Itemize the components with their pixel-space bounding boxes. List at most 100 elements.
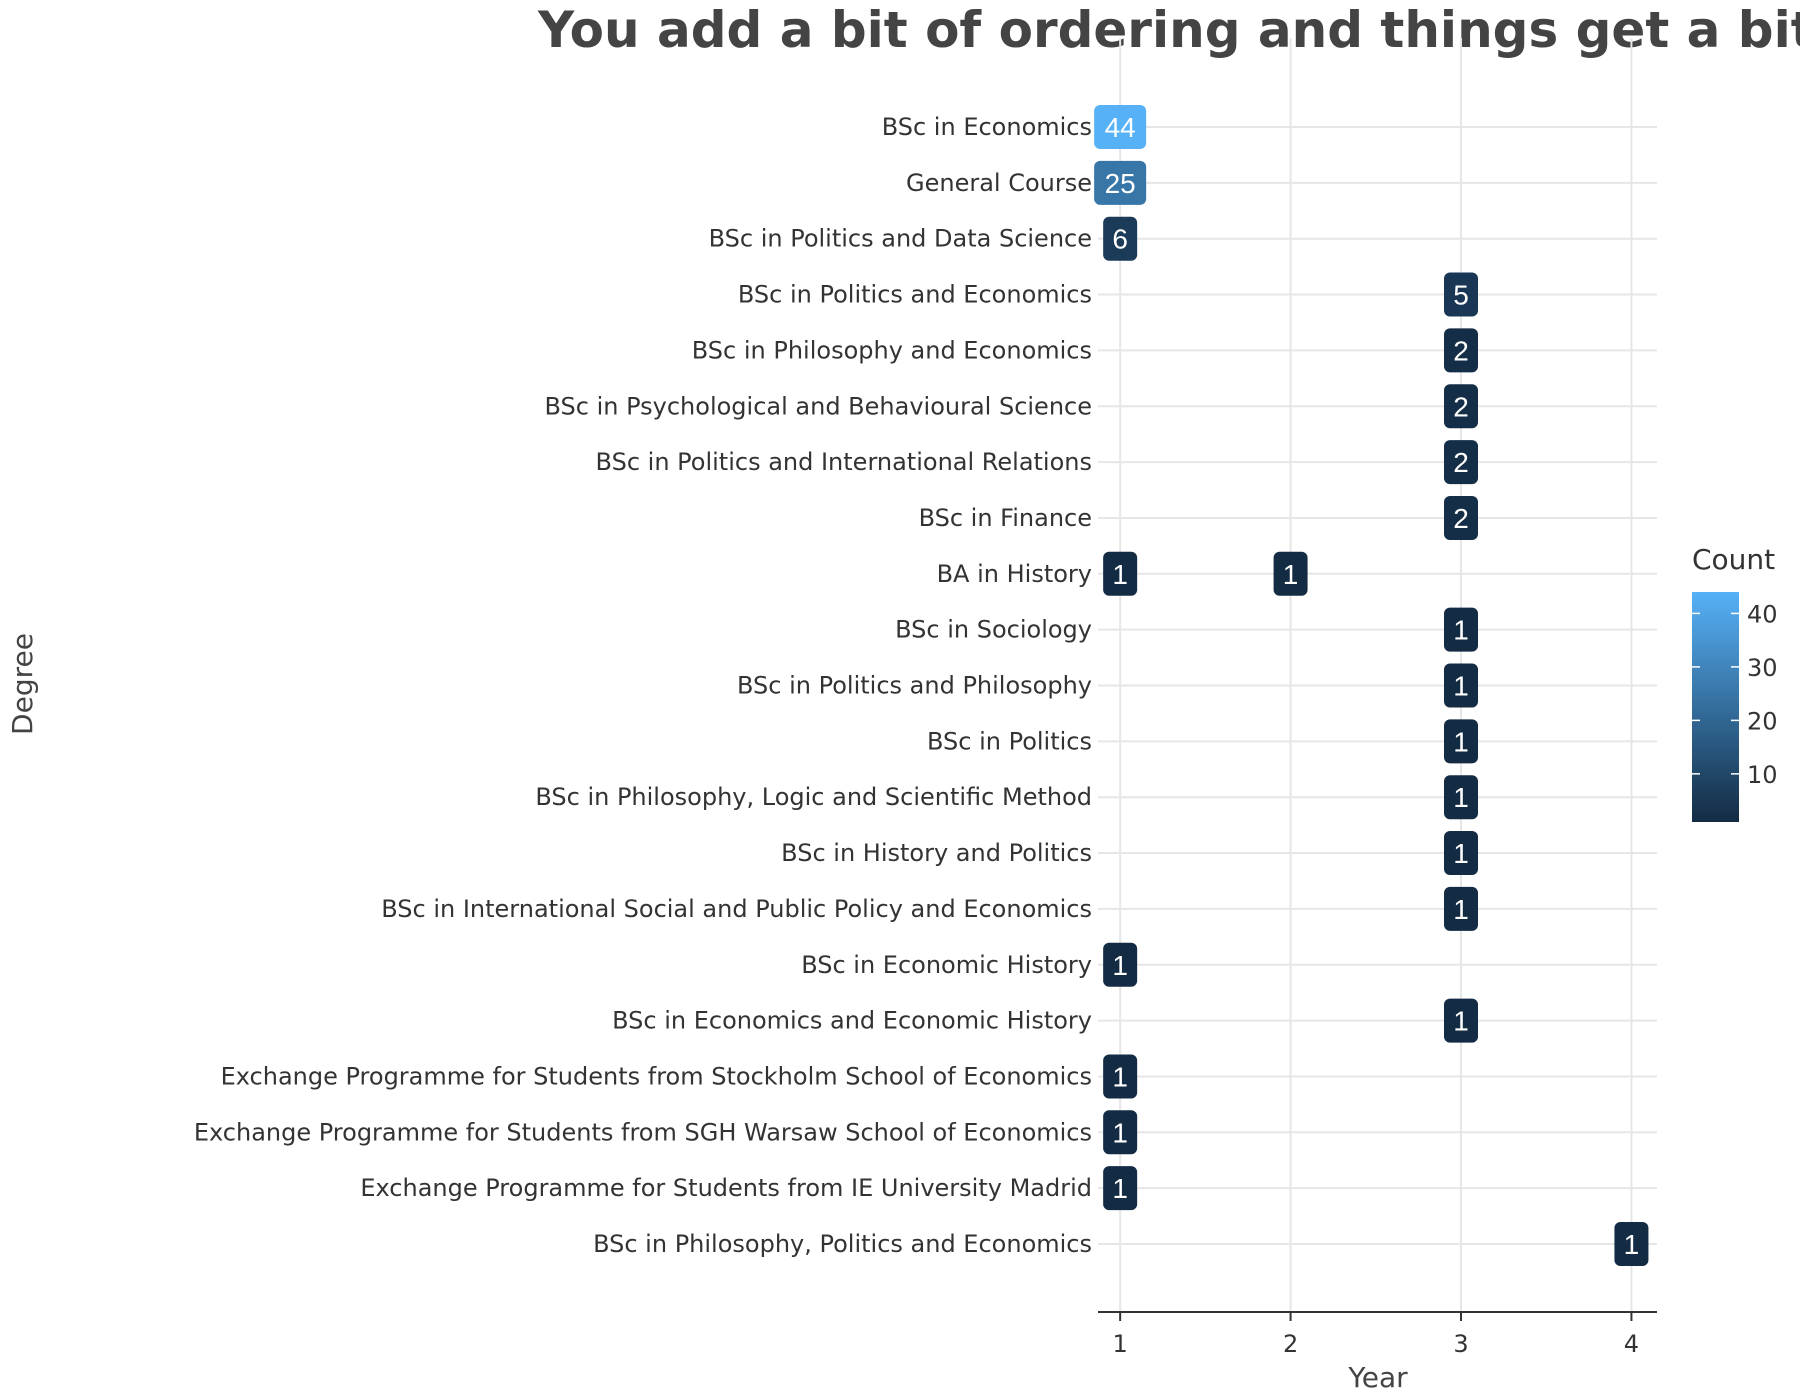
count-label-text: 1 (1453, 671, 1469, 702)
count-label-text: 2 (1453, 335, 1469, 366)
count-label: 2 (1444, 495, 1479, 540)
count-label: 1 (1444, 719, 1479, 764)
count-label-box (1444, 384, 1479, 429)
count-label-text: 6 (1112, 224, 1128, 255)
count-label-box (1103, 1110, 1138, 1155)
x-tick-label: 1 (1113, 1330, 1128, 1358)
count-label-text: 1 (1112, 950, 1128, 981)
legend-tick-label: 40 (1747, 600, 1778, 628)
category-label: BSc in Economic History (801, 951, 1092, 979)
legend-colorbar (1692, 592, 1739, 822)
category-label: BSc in Economics (882, 113, 1092, 141)
count-label: 1 (1444, 998, 1479, 1043)
y-axis-labels: BSc in Economics General Course BSc in Pol… (194, 113, 1092, 1258)
count-label-box (1103, 1166, 1138, 1211)
category-label: BSc in Philosophy and Economics (692, 336, 1092, 364)
gridlines (1098, 38, 1657, 1312)
count-label-box (1094, 160, 1147, 205)
count-label-text: 1 (1453, 1006, 1469, 1037)
category-label: BSc in History and Politics (781, 839, 1092, 867)
count-label: 1 (1444, 886, 1479, 931)
count-label: 1 (1614, 1222, 1649, 1266)
count-label: 1 (1103, 1110, 1138, 1155)
count-label-text: 1 (1453, 782, 1469, 813)
legend-tick-label: 20 (1747, 707, 1778, 735)
count-label-text: 1 (1624, 1229, 1640, 1260)
legend-tick-label: 10 (1747, 761, 1778, 789)
count-label-box (1444, 607, 1479, 652)
count-label-text: 1 (1453, 726, 1469, 757)
count-label-box (1444, 886, 1479, 931)
count-label: 44 (1094, 105, 1147, 149)
category-label: BSc in Politics and Data Science (709, 225, 1092, 253)
count-label-text: 1 (1453, 894, 1469, 925)
legend-title: Count (1692, 543, 1775, 576)
category-label: BSc in Politics and International Relati… (596, 448, 1092, 476)
count-label: 1 (1103, 1054, 1138, 1099)
count-label: 1 (1273, 551, 1308, 596)
category-label: Exchange Programme for Students from Sto… (221, 1062, 1092, 1090)
count-label-text: 1 (1112, 1117, 1128, 1148)
x-tick-label: 2 (1283, 1330, 1298, 1358)
count-label-box (1103, 1054, 1138, 1099)
count-label: 5 (1444, 272, 1479, 317)
count-label: 25 (1094, 160, 1147, 205)
count-label-box (1273, 551, 1308, 596)
category-label: BSc in Politics and Philosophy (737, 672, 1092, 700)
count-label-box (1444, 719, 1479, 764)
count-label-box (1444, 328, 1479, 373)
x-tick-label: 3 (1453, 1330, 1468, 1358)
category-label: BA in History (937, 560, 1092, 588)
count-label: 6 (1103, 216, 1138, 261)
data-marks: 44 25 6 5 2 2 2 2 1 1 1 1 1 1 1 1 1 1 1 1 1 1 (1094, 105, 1649, 1266)
count-label-box (1614, 1222, 1649, 1266)
count-label: 1 (1444, 775, 1479, 820)
y-axis-title: Degree (6, 633, 39, 735)
count-label-box (1444, 998, 1479, 1043)
count-label-text: 1 (1112, 1173, 1128, 1204)
count-label: 1 (1103, 942, 1138, 987)
category-label: Exchange Programme for Students from IE … (360, 1174, 1092, 1202)
count-label: 2 (1444, 328, 1479, 373)
category-label: BSc in Finance (919, 504, 1092, 532)
count-label-text: 1 (1283, 559, 1299, 590)
count-label-box (1103, 942, 1138, 987)
count-label-text: 5 (1453, 280, 1469, 311)
count-label: 1 (1444, 831, 1479, 876)
x-axis-title: Year (1347, 1361, 1408, 1394)
count-label: 1 (1444, 663, 1479, 708)
count-label-box (1094, 105, 1147, 149)
count-label-text: 25 (1105, 168, 1136, 199)
category-label: Exchange Programme for Students from SGH… (194, 1118, 1092, 1146)
count-label: 1 (1444, 607, 1479, 652)
count-label-box (1103, 551, 1138, 596)
count-label-text: 1 (1112, 1061, 1128, 1092)
count-label-box (1444, 440, 1479, 485)
category-label: BSc in Economics and Economic History (612, 1007, 1092, 1035)
count-label-box (1103, 216, 1138, 261)
x-axis: 1 2 3 4 (1098, 1311, 1657, 1358)
chart-title: You add a bit of ordering and things get… (537, 1, 1800, 59)
count-label-text: 1 (1112, 559, 1128, 590)
count-label-box (1444, 495, 1479, 540)
color-legend: Count 10 20 30 40 (1692, 543, 1778, 822)
count-label-box (1444, 831, 1479, 876)
category-label: BSc in Psychological and Behavioural Sci… (544, 392, 1092, 420)
category-label: BSc in Politics (927, 727, 1092, 755)
category-label: BSc in Philosophy, Politics and Economic… (593, 1230, 1092, 1258)
count-label-text: 2 (1453, 391, 1469, 422)
count-label: 2 (1444, 440, 1479, 485)
count-label: 2 (1444, 384, 1479, 429)
count-label-box (1444, 272, 1479, 317)
x-tick-label: 4 (1624, 1330, 1639, 1358)
count-label-box (1444, 775, 1479, 820)
category-label: BSc in International Social and Public P… (381, 895, 1092, 923)
legend-tick-label: 30 (1747, 654, 1778, 682)
count-label-text: 2 (1453, 447, 1469, 478)
count-label-text: 44 (1105, 112, 1136, 143)
count-label-text: 1 (1453, 838, 1469, 869)
count-label-text: 1 (1453, 615, 1469, 646)
count-label-text: 2 (1453, 503, 1469, 534)
category-label: BSc in Sociology (895, 616, 1092, 644)
